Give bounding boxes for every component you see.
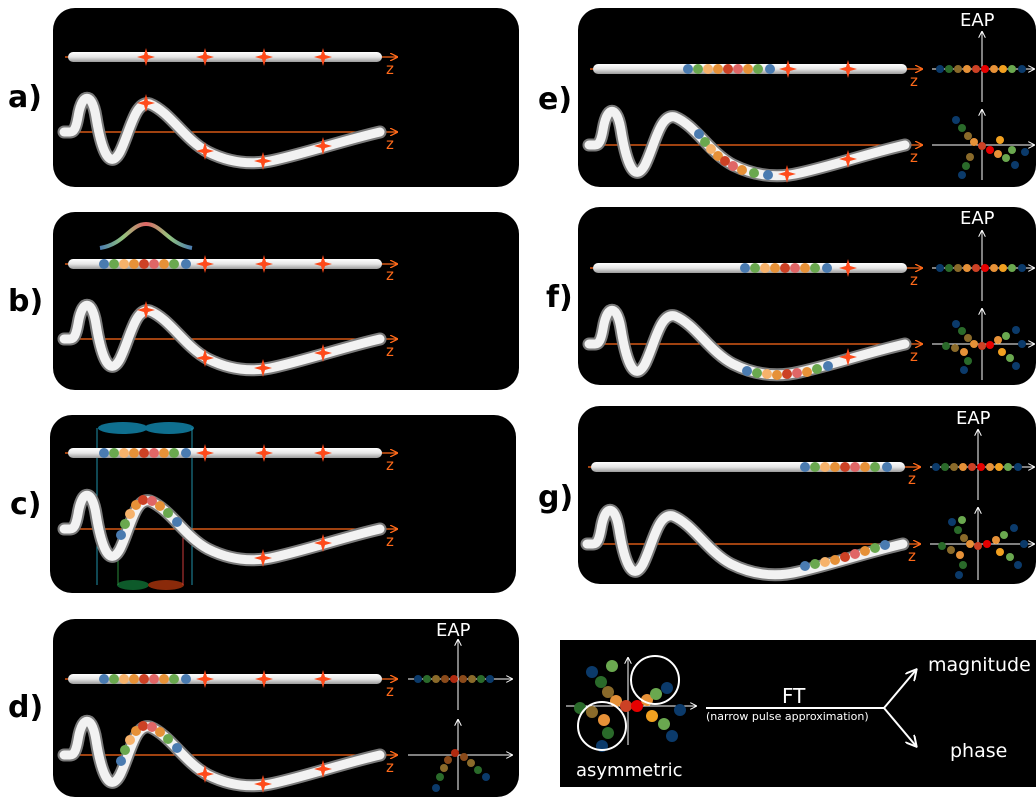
marker-star [314,670,332,688]
pulse-lobe-right [144,422,194,434]
panel-c [50,415,516,593]
eap-plot-g-top [930,430,1034,500]
marker-star [255,670,273,688]
z-label: z [908,470,916,488]
phase-label: phase [950,740,1008,762]
highlight-circle-bottom [577,701,627,751]
panel-d-art [64,640,512,793]
z-label: z [910,271,918,289]
panel-label-c: c) [10,487,42,522]
panel-label-e: e) [538,82,573,117]
ft-label: FT [782,684,806,708]
eap-label-d: EAP [436,620,471,641]
z-label: z [386,532,394,550]
pulse-lobe-bottom-left [117,580,149,590]
panel-label-d: d) [8,690,44,725]
marker-star [314,48,332,66]
marker-star [196,670,214,688]
gaussian-pulse [99,221,193,250]
marker-star [137,48,155,66]
z-label: z [386,682,394,700]
marker-star [196,255,214,273]
asymmetric-eap-plot [566,655,696,752]
panel-legend [560,640,1036,787]
z-label: z [386,456,394,474]
marker-star [839,259,857,277]
legend-art [566,655,916,752]
eap-plot-f-bottom [932,309,1034,380]
marker-star [255,48,273,66]
eap-label-e: EAP [960,10,995,31]
asymmetric-label: asymmetric [576,760,683,781]
pulse-lobe-left [98,422,148,434]
z-label: z [910,148,918,166]
panel-label-g: g) [538,480,574,515]
phase-arrow [883,707,916,746]
panel-label-a: a) [8,80,42,115]
marker-star [196,48,214,66]
panel-label-b: b) [8,284,44,319]
ft-sublabel: (narrow pulse approximation) [706,710,869,723]
electron-bunch-d-top [99,674,191,684]
eap-plot-g-bottom [930,508,1034,580]
eap-plot-f-top [932,231,1034,301]
electron-bunch-g-top [800,462,892,472]
z-label: z [386,758,394,776]
z-label: z [910,72,918,90]
marker-star [314,444,332,462]
electron-bunch-g-bottom [800,540,890,571]
magnitude-label: magnitude [928,654,1031,676]
eap-label-g: EAP [956,408,991,429]
electron-bunch-d-bottom [116,721,182,766]
eap-plot-e-bottom [932,110,1034,180]
electron-bunch-c-bottom [116,495,182,540]
marker-star [255,444,273,462]
marker-star [196,444,214,462]
electron-bunch-e-bottom [694,129,773,180]
eap-plot-d-bottom [408,720,512,792]
z-label: z [386,342,394,360]
electron-bunch-c-top [99,448,191,458]
electron-bunch-f-bottom [742,361,833,380]
marker-star [314,255,332,273]
panel-e-art [589,32,1034,183]
z-label: z [908,547,916,565]
marker-star [839,60,857,78]
panel-g-art [587,430,1034,580]
eap-plot-d-top [408,640,512,710]
marker-star [779,60,797,78]
straight-tube-a [68,52,382,62]
z-label: z [386,60,394,78]
panel-c-art [64,422,397,590]
marker-star [255,255,273,273]
pulse-lobe-bottom-right [148,580,184,590]
z-label: z [386,135,394,153]
z-label: z [386,266,394,284]
panel-label-f: f) [546,280,573,315]
eap-label-f: EAP [960,208,995,229]
panel-f-art [589,231,1034,380]
panel-a-art [64,48,397,170]
electron-bunch-b [99,259,191,269]
highlight-circle-top [630,655,680,705]
electron-bunch-e-top [683,64,775,74]
panel-b-art [64,221,397,377]
z-label: z [910,347,918,365]
eap-plot-e-top [932,32,1034,102]
magnitude-arrow [883,670,916,709]
electron-bunch-f-top [740,263,832,273]
